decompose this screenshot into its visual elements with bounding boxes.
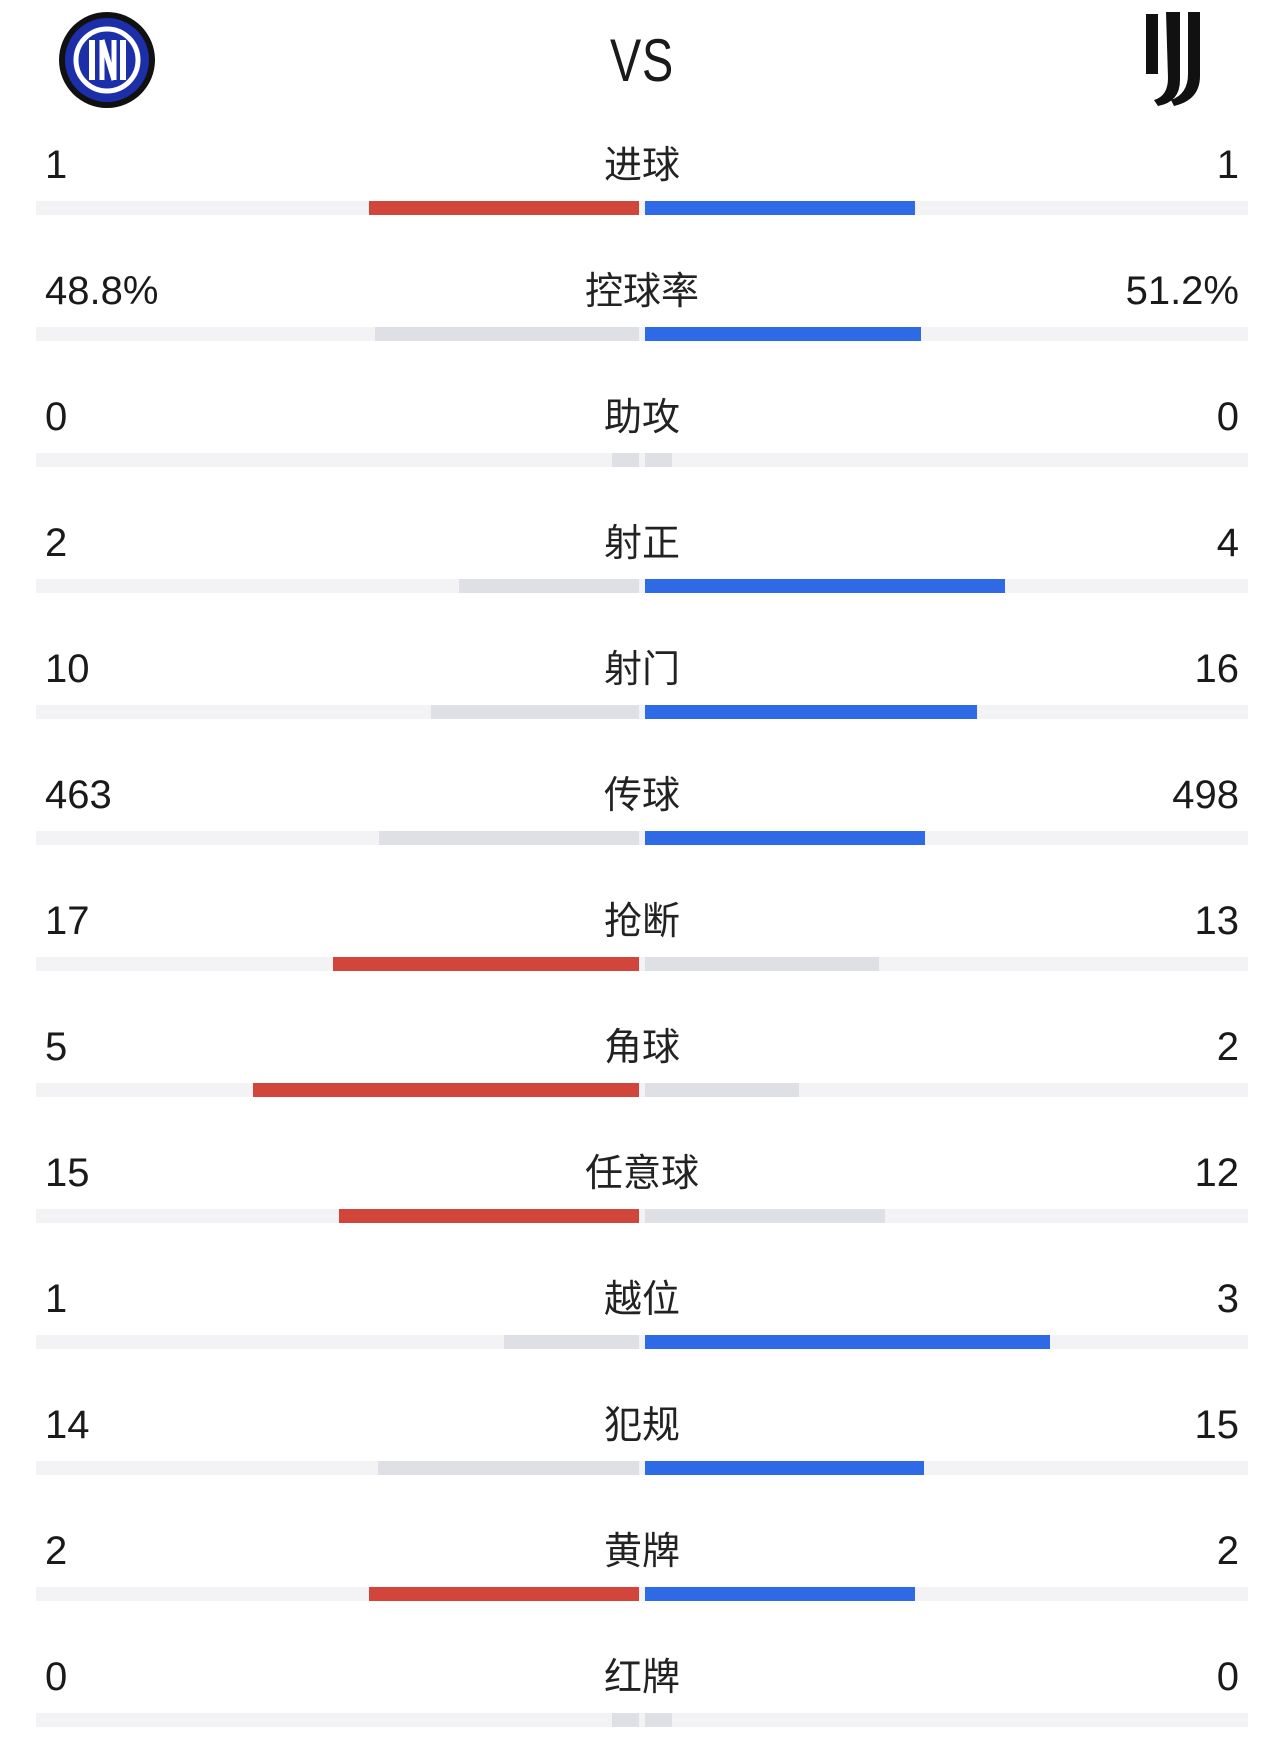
stat-track — [36, 1713, 1248, 1727]
home-bar — [369, 1587, 639, 1601]
stat-row: 15 任意球 12 — [0, 1134, 1284, 1260]
stat-label: 射门 — [603, 647, 680, 691]
stat-row: 48.8% 控球率 51.2% — [0, 252, 1284, 378]
stat-row: 2 黄牌 2 — [0, 1512, 1284, 1638]
away-value: 15 — [1194, 1403, 1240, 1447]
away-bar — [645, 1083, 799, 1097]
away-bar — [645, 1587, 915, 1601]
stat-row: 2 射正 4 — [0, 504, 1284, 630]
stat-track — [36, 1587, 1248, 1601]
home-bar — [612, 1713, 639, 1727]
home-bar — [339, 1209, 639, 1223]
away-value: 3 — [1216, 1277, 1239, 1321]
stat-label: 红牌 — [603, 1655, 680, 1699]
stat-label: 进球 — [603, 143, 680, 187]
stat-label: 黄牌 — [603, 1529, 680, 1573]
away-value: 4 — [1216, 521, 1239, 565]
away-bar — [645, 705, 977, 719]
stat-track — [36, 957, 1248, 971]
stat-row: 10 射门 16 — [0, 630, 1284, 756]
away-bar — [645, 1335, 1050, 1349]
away-value: 51.2% — [1125, 269, 1239, 313]
stat-label: 射正 — [603, 521, 680, 565]
home-bar — [333, 957, 639, 971]
away-bar — [645, 453, 672, 467]
away-value: 2 — [1216, 1025, 1239, 1069]
away-value: 498 — [1172, 773, 1239, 817]
away-bar — [645, 1209, 885, 1223]
away-value: 1 — [1216, 143, 1239, 187]
stat-track — [36, 453, 1248, 467]
away-bar — [645, 201, 915, 215]
stat-track — [36, 579, 1248, 593]
home-value: 0 — [45, 395, 68, 439]
home-value: 15 — [45, 1151, 90, 1195]
home-bar — [504, 1335, 639, 1349]
away-value: 0 — [1216, 395, 1239, 439]
home-bar — [612, 453, 639, 467]
stat-label: 越位 — [603, 1277, 680, 1321]
home-value: 1 — [45, 1277, 68, 1321]
stat-row: 1 越位 3 — [0, 1260, 1284, 1386]
home-value: 0 — [45, 1655, 68, 1699]
stat-track — [36, 1083, 1248, 1097]
home-bar — [253, 1083, 639, 1097]
inter-milan-crest-icon — [59, 12, 155, 108]
away-value: 0 — [1216, 1655, 1239, 1699]
stat-track — [36, 1461, 1248, 1475]
stat-row: 0 红牌 0 — [0, 1638, 1284, 1764]
home-value: 2 — [45, 1529, 68, 1573]
stat-track — [36, 1335, 1248, 1349]
stat-row: 1 进球 1 — [0, 126, 1284, 252]
stat-label: 抢断 — [603, 899, 680, 943]
home-bar — [379, 831, 639, 845]
away-bar — [645, 957, 879, 971]
home-bar — [459, 579, 639, 593]
away-value: 12 — [1194, 1151, 1240, 1195]
stat-track — [36, 831, 1248, 845]
home-bar — [378, 1461, 639, 1475]
home-value: 463 — [45, 773, 112, 817]
home-bar — [431, 705, 639, 719]
home-value: 48.8% — [45, 269, 159, 313]
away-bar — [645, 1713, 672, 1727]
stat-track — [36, 327, 1248, 341]
stat-track — [36, 705, 1248, 719]
away-value: 16 — [1194, 647, 1240, 691]
stat-label: 角球 — [603, 1025, 680, 1069]
stat-row: 0 助攻 0 — [0, 378, 1284, 504]
home-bar — [375, 327, 639, 341]
stat-label: 任意球 — [584, 1151, 699, 1195]
stat-label: 控球率 — [584, 269, 699, 313]
stat-row: 14 犯规 15 — [0, 1386, 1284, 1512]
home-value: 5 — [45, 1025, 68, 1069]
stat-label: 助攻 — [603, 395, 680, 439]
home-value: 2 — [45, 521, 68, 565]
stats-list: 1 进球 1 48.8% 控球率 51.2% 0 助攻 0 2 射正 4 10 射门 16 463 传球 498 1… — [0, 126, 1284, 1764]
home-value: 14 — [45, 1403, 90, 1447]
away-bar — [645, 579, 1005, 593]
home-value: 17 — [45, 899, 90, 943]
home-value: 1 — [45, 143, 68, 187]
stat-row: 5 角球 2 — [0, 1008, 1284, 1134]
home-bar — [369, 201, 639, 215]
match-header: VS — [0, 0, 1284, 120]
away-bar — [645, 327, 921, 341]
juventus-crest-icon — [1146, 12, 1200, 106]
vs-label: VS — [609, 27, 674, 94]
away-bar — [645, 1461, 924, 1475]
stat-track — [36, 201, 1248, 215]
away-value: 13 — [1194, 899, 1240, 943]
stat-track — [36, 1209, 1248, 1223]
away-value: 2 — [1216, 1529, 1239, 1573]
stat-label: 传球 — [603, 773, 680, 817]
stat-row: 463 传球 498 — [0, 756, 1284, 882]
stat-row: 17 抢断 13 — [0, 882, 1284, 1008]
away-bar — [645, 831, 925, 845]
stat-label: 犯规 — [603, 1403, 680, 1447]
home-value: 10 — [45, 647, 90, 691]
